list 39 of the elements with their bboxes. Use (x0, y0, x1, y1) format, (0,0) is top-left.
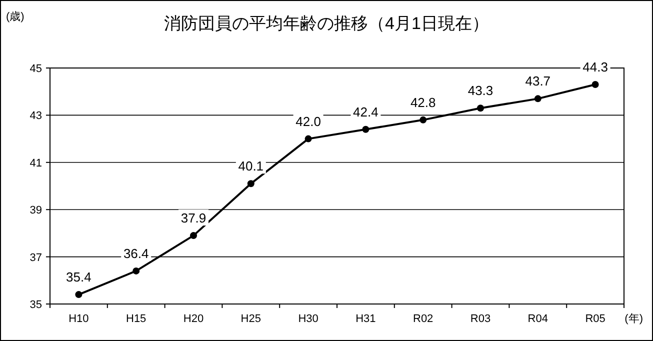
point (477, 104, 484, 112)
x-tick-label: R02 (413, 313, 434, 325)
y-tick-label: 37 (30, 252, 42, 264)
point (534, 95, 542, 102)
y-tick-label: 43 (30, 110, 42, 122)
y-tick-label: 39 (30, 204, 42, 217)
chart-title: 消防団員の平均年齢の推移（4月1日現在） (164, 14, 489, 33)
x-tick-label: H25 (240, 313, 261, 325)
y-tick-label: 45 (30, 63, 42, 75)
x-tick-label: H30 (298, 313, 318, 325)
x-tick-label: H20 (183, 313, 204, 325)
data-label: 42.4 (353, 104, 378, 120)
x-tick-label: R04 (528, 313, 548, 325)
data-label: 42.8 (410, 94, 436, 110)
x-tick-label: H10 (68, 313, 89, 325)
y-tick-label: 35 (30, 299, 42, 311)
x-tick-label: R05 (585, 313, 606, 325)
point (592, 81, 599, 88)
point (132, 267, 140, 274)
point (190, 232, 197, 240)
y-tick-label: 41 (30, 157, 42, 170)
data-label: 43.7 (525, 74, 551, 89)
point (304, 135, 312, 142)
data-label: 36.4 (123, 246, 149, 261)
x-tick-label: H15 (126, 313, 146, 325)
data-label: 42.0 (296, 114, 321, 129)
data-label: 37.9 (180, 210, 206, 226)
point (75, 291, 82, 298)
y-axis-title: (歳) (6, 10, 24, 23)
point (362, 126, 370, 133)
x-axis-title: (年) (624, 313, 643, 325)
data-label: 44.3 (582, 60, 608, 75)
point (247, 180, 254, 188)
point (420, 116, 427, 124)
data-label: 43.3 (468, 83, 494, 98)
x-tick-label: H31 (356, 313, 376, 325)
data-label: 40.1 (238, 158, 264, 174)
x-tick-label: R03 (470, 313, 491, 325)
data-label: 35.4 (66, 270, 92, 285)
